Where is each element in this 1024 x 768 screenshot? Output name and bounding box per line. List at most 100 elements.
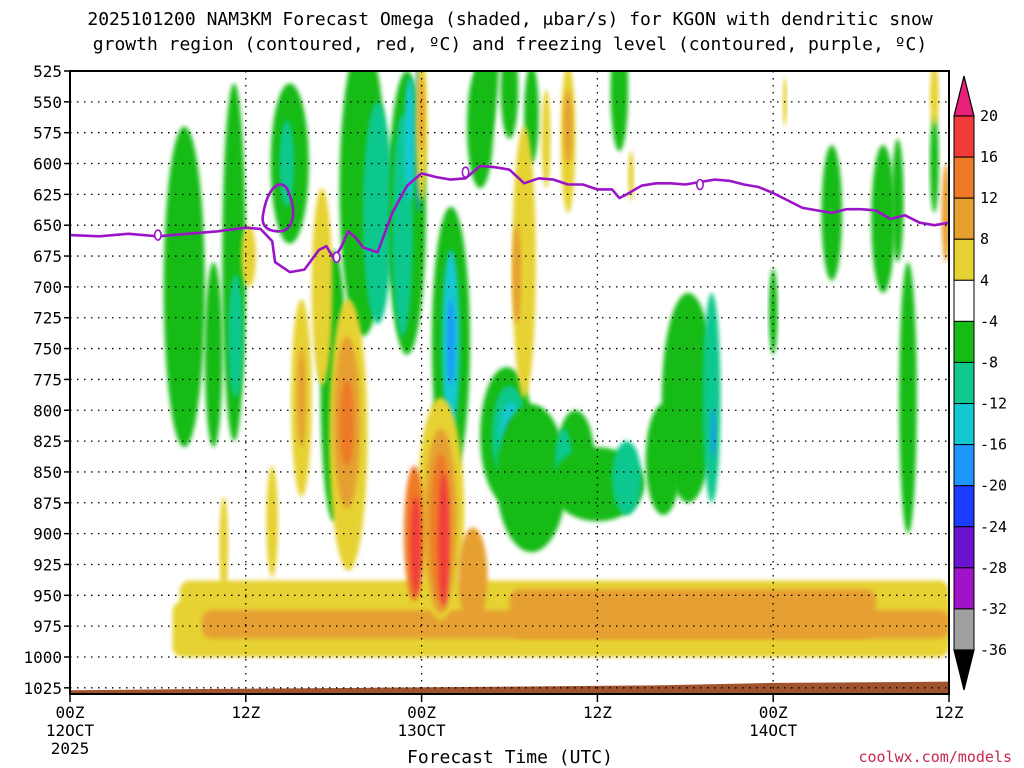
colorbar-swatch-9 <box>953 444 975 487</box>
freezing-level-contour <box>70 164 949 274</box>
chart-title-line1: 2025101200 NAM3KM Forecast Omega (shaded… <box>87 9 932 30</box>
y-tick-label-925: 925 <box>33 555 62 574</box>
x-tick-label-4: 00Z <box>759 703 788 722</box>
omega-cell-32 <box>645 404 681 516</box>
colorbar-swatch-11 <box>953 526 975 569</box>
y-tick-label-950: 950 <box>33 586 62 605</box>
freezing-label-ring-3 <box>695 178 704 191</box>
omega-cell-1 <box>204 262 223 448</box>
terrain <box>70 681 949 694</box>
plot-frame <box>69 70 950 695</box>
omega-cell-55 <box>458 527 488 627</box>
omega-cell-69 <box>266 465 279 577</box>
gridlines <box>70 71 949 694</box>
y-tick-label-550: 550 <box>33 93 62 112</box>
omega-cell-65 <box>929 71 939 127</box>
y-tick-label-775: 775 <box>33 370 62 389</box>
omega-cell-5 <box>279 120 295 207</box>
x-tick-label-3: 12Z <box>583 703 612 722</box>
colorbar-swatch-10 <box>953 485 975 528</box>
colorbar-label-16: 16 <box>980 148 998 166</box>
chart-title-line2: growth region (contoured, red, ºC) and f… <box>93 34 927 55</box>
colorbar-label--8: -8 <box>980 353 998 371</box>
colorbar-label-4: 4 <box>980 271 989 289</box>
omega-cell-33 <box>476 71 499 139</box>
y-tick-label-725: 725 <box>33 309 62 328</box>
omega-cell-28 <box>612 441 642 516</box>
omega-cell-34 <box>500 71 519 139</box>
credit-text: coolwx.com/models <box>858 748 1012 766</box>
y-tick-label-875: 875 <box>33 494 62 513</box>
y-tick-label-850: 850 <box>33 463 62 482</box>
colorbar-top-triangle <box>953 75 975 117</box>
colorbar-label--4: -4 <box>980 312 998 330</box>
y-tick-label-975: 975 <box>33 617 62 636</box>
y-tick-label-700: 700 <box>33 278 62 297</box>
omega-cell-3 <box>228 274 243 398</box>
omega-cell-36 <box>610 71 629 152</box>
freezing-level-line <box>70 164 949 274</box>
colorbar-label-8: 8 <box>980 230 989 248</box>
x-tick-date-0: 12OCT <box>46 721 95 740</box>
x-tick-label-1: 12Z <box>231 703 260 722</box>
omega-cell-39 <box>768 268 778 355</box>
colorbar-swatch-6 <box>953 320 975 363</box>
omega-cell-57 <box>512 225 522 324</box>
omega-cell-43 <box>311 188 333 386</box>
omega-cell-8 <box>363 101 393 324</box>
x-tick-year-0: 2025 <box>51 739 90 758</box>
omega-cell-30 <box>702 293 721 503</box>
colorbar-label-12: 12 <box>980 189 998 207</box>
freezing-label-ring-1 <box>332 251 341 264</box>
omega-cell-62 <box>541 89 551 189</box>
freezing-label-ring-2 <box>461 166 470 178</box>
omega-cell-42 <box>891 138 904 263</box>
x-tick-label-5: 12Z <box>935 703 964 722</box>
omega-cell-31 <box>710 407 716 458</box>
colorbar-swatch-13 <box>953 608 975 651</box>
omega-cell-67 <box>628 151 635 201</box>
omega-cell-13 <box>404 77 416 201</box>
x-axis-title: Forecast Time (UTC) <box>407 747 613 768</box>
colorbar: 20 16 12 8 4 -4 -8 -12 -16 -20 -24 -28 -32 -36 <box>953 75 1007 691</box>
colorbar-swatch-5 <box>953 279 975 322</box>
colorbar-label--32: -32 <box>980 600 1007 618</box>
omega-shading <box>70 71 949 694</box>
omega-cell-38 <box>871 145 895 294</box>
colorbar-swatch-2 <box>953 156 975 199</box>
omega-cell-41 <box>929 114 939 213</box>
y-tick-label-600: 600 <box>33 155 62 174</box>
omega-cell-0 <box>163 126 205 448</box>
colorbar-swatch-8 <box>953 403 975 446</box>
colorbar-label--36: -36 <box>980 641 1007 659</box>
colorbar-label--24: -24 <box>980 518 1007 536</box>
y-tick-label-675: 675 <box>33 247 62 266</box>
omega-cell-40 <box>899 262 917 534</box>
colorbar-swatch-3 <box>953 197 975 240</box>
omega-cell-17 <box>447 299 455 386</box>
y-tick-label-1025: 1025 <box>23 679 62 698</box>
x-tick-label-0: 00Z <box>56 703 85 722</box>
colorbar-swatch-7 <box>953 361 975 405</box>
omega-cell-53 <box>410 496 421 596</box>
y-tick-label-1000: 1000 <box>23 648 62 667</box>
x-tick-label-2: 00Z <box>407 703 436 722</box>
colorbar-label-20: 20 <box>980 107 998 125</box>
x-tick-date-4: 14OCT <box>749 721 798 740</box>
omega-cell-70 <box>219 496 229 596</box>
y-tick-label-900: 900 <box>33 525 62 544</box>
y-tick-label-800: 800 <box>33 401 62 420</box>
omega-cell-54 <box>438 471 449 608</box>
colorbar-label--16: -16 <box>980 436 1007 454</box>
freezing-level-loop <box>261 183 295 233</box>
colorbar-label--28: -28 <box>980 559 1007 577</box>
freezing-label-ring-0 <box>153 229 162 241</box>
colorbar-swatch-1 <box>953 115 975 158</box>
omega-cell-61 <box>563 89 573 164</box>
y-tick-label-525: 525 <box>33 62 62 81</box>
y-axis: 525 550 575 600 625 650 675 700 725 750 775 800 825 8… <box>23 62 70 698</box>
omega-cell-48 <box>297 348 306 448</box>
y-tick-label-575: 575 <box>33 124 62 143</box>
